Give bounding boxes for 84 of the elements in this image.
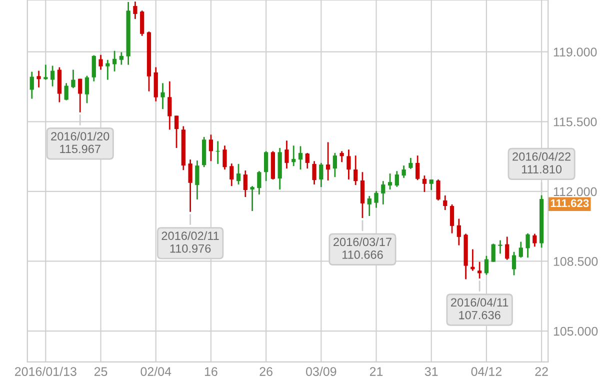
candlestick (456, 218, 461, 246)
candlestick (422, 174, 427, 193)
candlestick (532, 233, 537, 248)
y-tick-label: 112.000 (554, 187, 597, 196)
candlestick (292, 144, 296, 167)
candlestick (408, 157, 413, 170)
y-tick-label: 119.000 (554, 48, 597, 56)
annotation: 2016/02/11 110.976 (162, 231, 219, 253)
candlestick (394, 170, 399, 188)
candlestick (332, 152, 337, 178)
candlestick (312, 160, 316, 186)
candlestick (92, 54, 96, 82)
annotation: 2016/01/20 115.967 (51, 132, 110, 154)
candlestick (112, 50, 117, 72)
candlestick (168, 80, 172, 130)
x-tick-label: 22 (535, 367, 548, 376)
candlestick (374, 190, 378, 208)
x-tick-label: 02/04 (140, 366, 172, 376)
candlestick (30, 71, 34, 100)
candlestick (478, 261, 482, 280)
candlestick (222, 144, 227, 170)
x-tick-label: 31 (424, 367, 438, 376)
candlestick (257, 170, 262, 196)
candlestick (498, 240, 502, 254)
candlestick (340, 150, 344, 163)
y-tick-label: 115.500 (554, 117, 597, 126)
candlestick (160, 82, 165, 110)
candlestick (346, 148, 351, 180)
x-tick-label: 21 (370, 367, 383, 376)
candlestick (264, 150, 268, 182)
y-tick-label: 108.500 (554, 257, 598, 266)
candlestick (512, 251, 516, 276)
candlestick (57, 66, 62, 103)
annotation: 2016/04/11 107.636 (451, 298, 508, 320)
candlestick (305, 152, 310, 170)
candlestick (436, 178, 440, 202)
candlestick (195, 160, 200, 200)
candlestick (484, 255, 489, 276)
candlestick (188, 158, 192, 213)
candlestick (140, 10, 144, 37)
candlestick (367, 195, 372, 217)
candlestick (326, 141, 330, 182)
candlestick (64, 82, 68, 102)
candlestick (354, 154, 358, 186)
candlestick (133, 0, 138, 20)
candlestick (450, 204, 454, 234)
candlestick (443, 194, 448, 211)
candlestick (388, 172, 392, 190)
x-tick-label: 25 (94, 367, 108, 376)
x-tick-label: 03/09 (306, 366, 336, 376)
candlestick (518, 241, 523, 258)
candlestick (174, 114, 179, 149)
candlestick (106, 59, 110, 80)
candlestick (236, 163, 241, 186)
candlestick (250, 185, 254, 212)
x-tick-label: 04/12 (471, 366, 502, 376)
annotation: 2016/03/17 110.666 (334, 237, 392, 259)
candlestick (84, 75, 90, 104)
candlestick (243, 170, 248, 198)
candlestick (98, 54, 103, 70)
candlestick (44, 64, 48, 80)
y-tick-label: 105.000 (554, 326, 598, 336)
candlestick (71, 69, 76, 89)
x-tick-label: 16 (204, 367, 218, 376)
candlestick (360, 171, 365, 219)
x-tick-label: 2016/01/13 (15, 366, 76, 376)
candlestick (491, 243, 496, 263)
candlestick (78, 78, 82, 114)
text: 111.623 (550, 199, 589, 208)
candlestick (36, 70, 41, 88)
candlestick (208, 134, 214, 162)
candlestick (298, 145, 303, 170)
candlestick (526, 232, 530, 258)
annotation: 2016/04/22 111.810 (512, 152, 571, 174)
candlestick (416, 154, 420, 181)
candlestick (381, 180, 386, 206)
candlestick (402, 164, 406, 179)
x-tick-label: 26 (260, 367, 272, 376)
candlestick (284, 140, 289, 170)
candlestick (50, 65, 55, 88)
candlestick (119, 52, 124, 66)
candlestick (230, 162, 234, 187)
candlestick (505, 236, 510, 261)
candlestick (319, 162, 324, 188)
